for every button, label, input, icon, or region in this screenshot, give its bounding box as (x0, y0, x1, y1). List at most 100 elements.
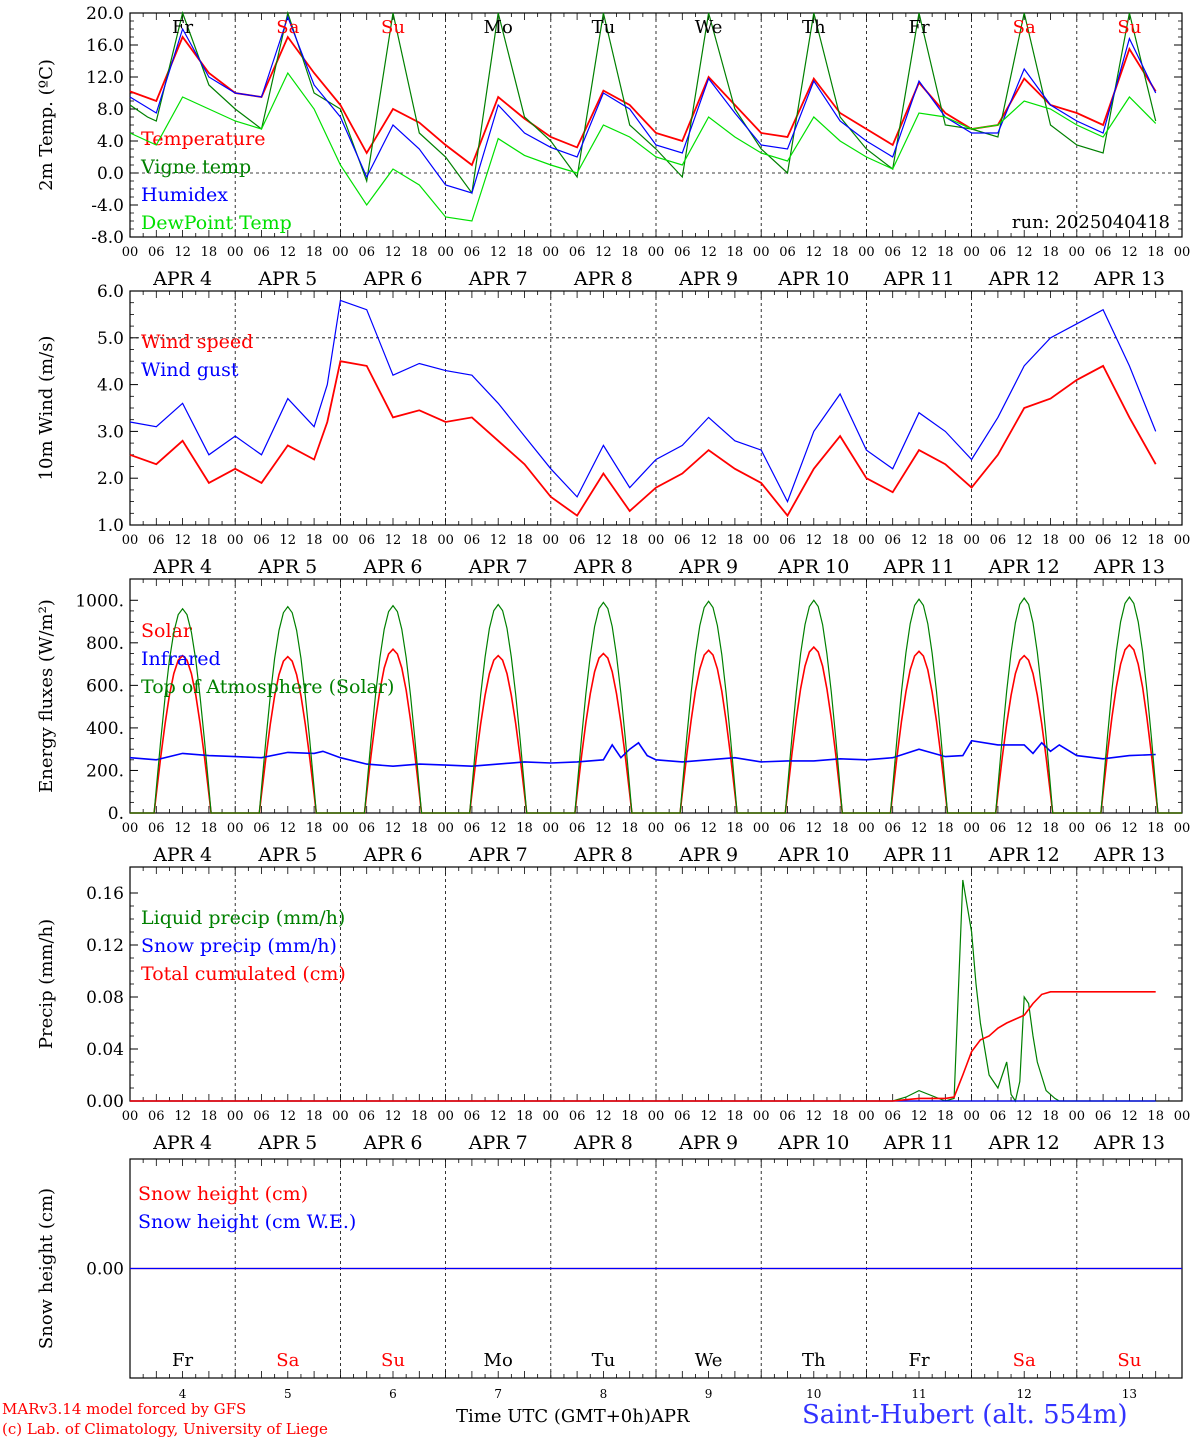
station-label: Saint-Hubert (alt. 554m) (802, 1400, 1128, 1430)
day-number-label: 4 (179, 1387, 187, 1401)
hour-tick-label: 00 (1069, 821, 1086, 836)
hour-tick-label: 06 (569, 533, 586, 548)
hour-tick-label: 06 (464, 1109, 481, 1124)
hour-tick-label: 18 (1042, 245, 1059, 260)
weekday-label-bottom: Su (1117, 1350, 1141, 1371)
weekday-label-top: Fr (172, 17, 193, 38)
hour-tick-label: 06 (990, 1109, 1007, 1124)
hour-tick-label: 00 (332, 245, 349, 260)
y-axis-label: Precip (mm/h) (36, 919, 57, 1049)
hour-tick-label: 00 (332, 821, 349, 836)
series-line-wind-gust (129, 299, 1157, 504)
hour-tick-label: 00 (1069, 245, 1086, 260)
weekday-label-top: Fr (908, 17, 929, 38)
y-tick-label: 1000. (75, 591, 124, 611)
hour-tick-label: 12 (385, 1109, 402, 1124)
hour-tick-label: 18 (832, 821, 849, 836)
hour-tick-label: 00 (437, 1109, 454, 1124)
y-tick-label: 0.16 (86, 884, 124, 904)
y-tick-label: -4.0 (91, 196, 124, 216)
hour-tick-label: 06 (779, 1109, 796, 1124)
series-line-temperature (129, 35, 1157, 167)
date-label: APR 6 (363, 1132, 423, 1154)
hour-tick-label: 06 (569, 821, 586, 836)
date-label: APR 9 (678, 844, 738, 866)
hour-tick-label: 18 (937, 1109, 954, 1124)
date-label: APR 12 (988, 844, 1060, 866)
date-label: APR 5 (257, 556, 317, 578)
y-axis-label: 10m Wind (m/s) (36, 336, 57, 481)
hour-tick-label: 06 (148, 533, 165, 548)
y-tick-label: 0.0 (97, 164, 124, 184)
legend-entry: Top of Atmosphere (Solar) (141, 676, 394, 698)
hour-tick-label: 12 (806, 821, 823, 836)
hour-tick-label: 18 (306, 821, 323, 836)
weekday-label-top: Sa (1013, 17, 1036, 38)
legend-entry: Wind speed (141, 331, 253, 353)
weekday-label-top: Su (1117, 17, 1141, 38)
hour-tick-label: 18 (621, 1109, 638, 1124)
hour-tick-label: 06 (990, 245, 1007, 260)
hour-tick-label: 00 (858, 1109, 875, 1124)
hour-tick-label: 00 (753, 245, 770, 260)
date-label: APR 9 (678, 1132, 738, 1154)
hour-tick-label: 18 (937, 245, 954, 260)
hour-tick-label: 12 (490, 821, 507, 836)
hour-tick-label: 18 (201, 821, 218, 836)
hour-tick-label: 00 (437, 821, 454, 836)
hour-tick-label: 18 (1042, 533, 1059, 548)
hour-tick-label: 00 (227, 245, 244, 260)
hour-tick-label: 18 (306, 1109, 323, 1124)
hour-tick-label: 00 (543, 1109, 560, 1124)
hour-tick-label: 06 (464, 245, 481, 260)
date-label: APR 7 (468, 1132, 528, 1154)
hour-tick-label: 00 (858, 533, 875, 548)
day-number-label: 13 (1122, 1387, 1137, 1401)
day-number-label: 12 (1017, 1387, 1032, 1401)
hour-tick-label: 12 (911, 245, 928, 260)
hour-tick-label: 18 (727, 821, 744, 836)
day-number-label: 11 (911, 1387, 926, 1401)
hour-tick-label: 18 (411, 533, 428, 548)
hour-tick-label: 18 (516, 245, 533, 260)
day-number-label: 10 (806, 1387, 821, 1401)
date-label: APR 11 (882, 1132, 954, 1154)
hour-tick-label: 06 (1095, 245, 1112, 260)
hour-tick-label: 00 (648, 821, 665, 836)
hour-tick-label: 18 (621, 245, 638, 260)
y-tick-label: 6.0 (97, 282, 124, 302)
y-tick-label: 16.0 (86, 36, 124, 56)
hour-tick-label: 00 (1174, 1109, 1191, 1124)
date-label: APR 8 (573, 268, 633, 290)
hour-tick-label: 12 (595, 245, 612, 260)
hour-tick-label: 12 (174, 245, 191, 260)
hour-tick-label: 00 (543, 245, 560, 260)
hour-tick-label: 06 (464, 533, 481, 548)
date-label: APR 7 (468, 844, 528, 866)
hour-tick-label: 00 (227, 533, 244, 548)
hour-tick-label: 06 (1095, 821, 1112, 836)
hour-tick-label: 12 (806, 1109, 823, 1124)
legend-entry: Temperature (141, 128, 265, 150)
hour-tick-label: 18 (516, 1109, 533, 1124)
date-label: APR 10 (777, 844, 849, 866)
day-number-label: 5 (284, 1387, 292, 1401)
date-label: APR 6 (363, 556, 423, 578)
hour-tick-label: 06 (253, 1109, 270, 1124)
y-tick-label: 20.0 (86, 4, 124, 24)
date-label: APR 13 (1093, 268, 1165, 290)
hour-tick-label: 12 (174, 533, 191, 548)
hour-tick-label: 12 (1016, 821, 1033, 836)
hour-tick-label: 18 (1147, 533, 1164, 548)
hour-tick-label: 00 (332, 1109, 349, 1124)
hour-tick-label: 06 (148, 821, 165, 836)
hour-tick-label: 18 (727, 533, 744, 548)
hour-tick-label: 06 (990, 533, 1007, 548)
legend-entry: Solar (141, 620, 193, 642)
hour-tick-label: 12 (911, 1109, 928, 1124)
weekday-label-bottom: Fr (908, 1350, 929, 1371)
hour-tick-label: 06 (253, 533, 270, 548)
hour-tick-label: 00 (963, 245, 980, 260)
hour-tick-label: 18 (516, 533, 533, 548)
series-line-infrared (129, 739, 1156, 768)
